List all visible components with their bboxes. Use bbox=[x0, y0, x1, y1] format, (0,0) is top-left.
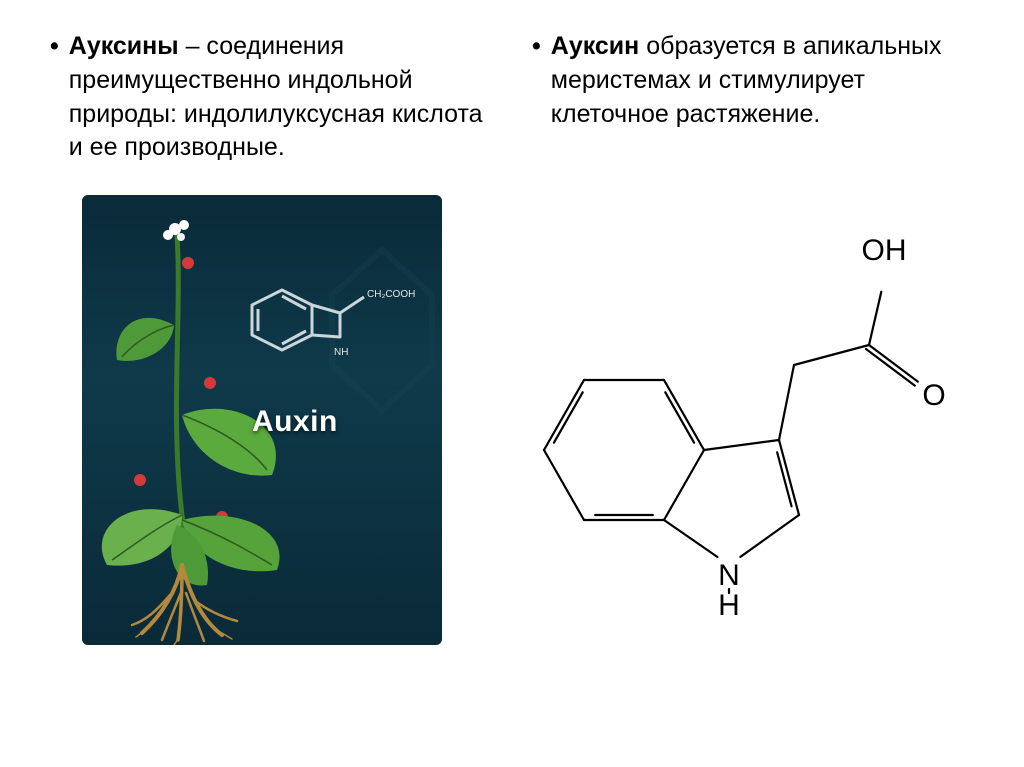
hex-backdrop bbox=[332, 250, 432, 410]
svg-text:OH: OH bbox=[862, 234, 907, 267]
nh-label: NH bbox=[334, 347, 348, 358]
right-column: • Ауксин образуется в апикальных меристе… bbox=[532, 30, 974, 165]
figures-row: CH₂COOH NH bbox=[50, 195, 974, 665]
right-bullet-bold: Ауксин bbox=[551, 32, 640, 60]
bullet-dot-icon: • bbox=[50, 30, 59, 64]
left-column: • Ауксины – соединения преимущественно и… bbox=[50, 30, 492, 165]
iaa-structure: NH OH O bbox=[514, 195, 974, 665]
svg-text:N: N bbox=[718, 559, 740, 592]
bullet-dot-icon: • bbox=[532, 30, 541, 64]
text-columns: • Ауксины – соединения преимущественно и… bbox=[50, 30, 974, 165]
svg-text:O: O bbox=[922, 379, 945, 412]
auxin-card: CH₂COOH NH bbox=[82, 195, 442, 645]
auxin-label: Auxin bbox=[252, 405, 338, 439]
auxin-card-wrap: CH₂COOH NH bbox=[50, 195, 474, 665]
svg-text:H: H bbox=[718, 589, 740, 622]
cooh-label: CH₂COOH bbox=[367, 289, 415, 300]
right-bullet: • Ауксин образуется в апикальных меристе… bbox=[532, 30, 974, 131]
leaves bbox=[102, 318, 280, 586]
iaa-structure-wrap: NH OH O bbox=[514, 195, 974, 665]
right-bullet-text: Ауксин образуется в апикальных меристема… bbox=[551, 30, 974, 131]
left-bullet-text: Ауксины – соединения преимущественно инд… bbox=[69, 30, 492, 165]
left-bullet: • Ауксины – соединения преимущественно и… bbox=[50, 30, 492, 165]
mini-molecule bbox=[252, 290, 364, 350]
left-bullet-bold: Ауксины bbox=[69, 32, 179, 60]
roots bbox=[132, 565, 237, 645]
